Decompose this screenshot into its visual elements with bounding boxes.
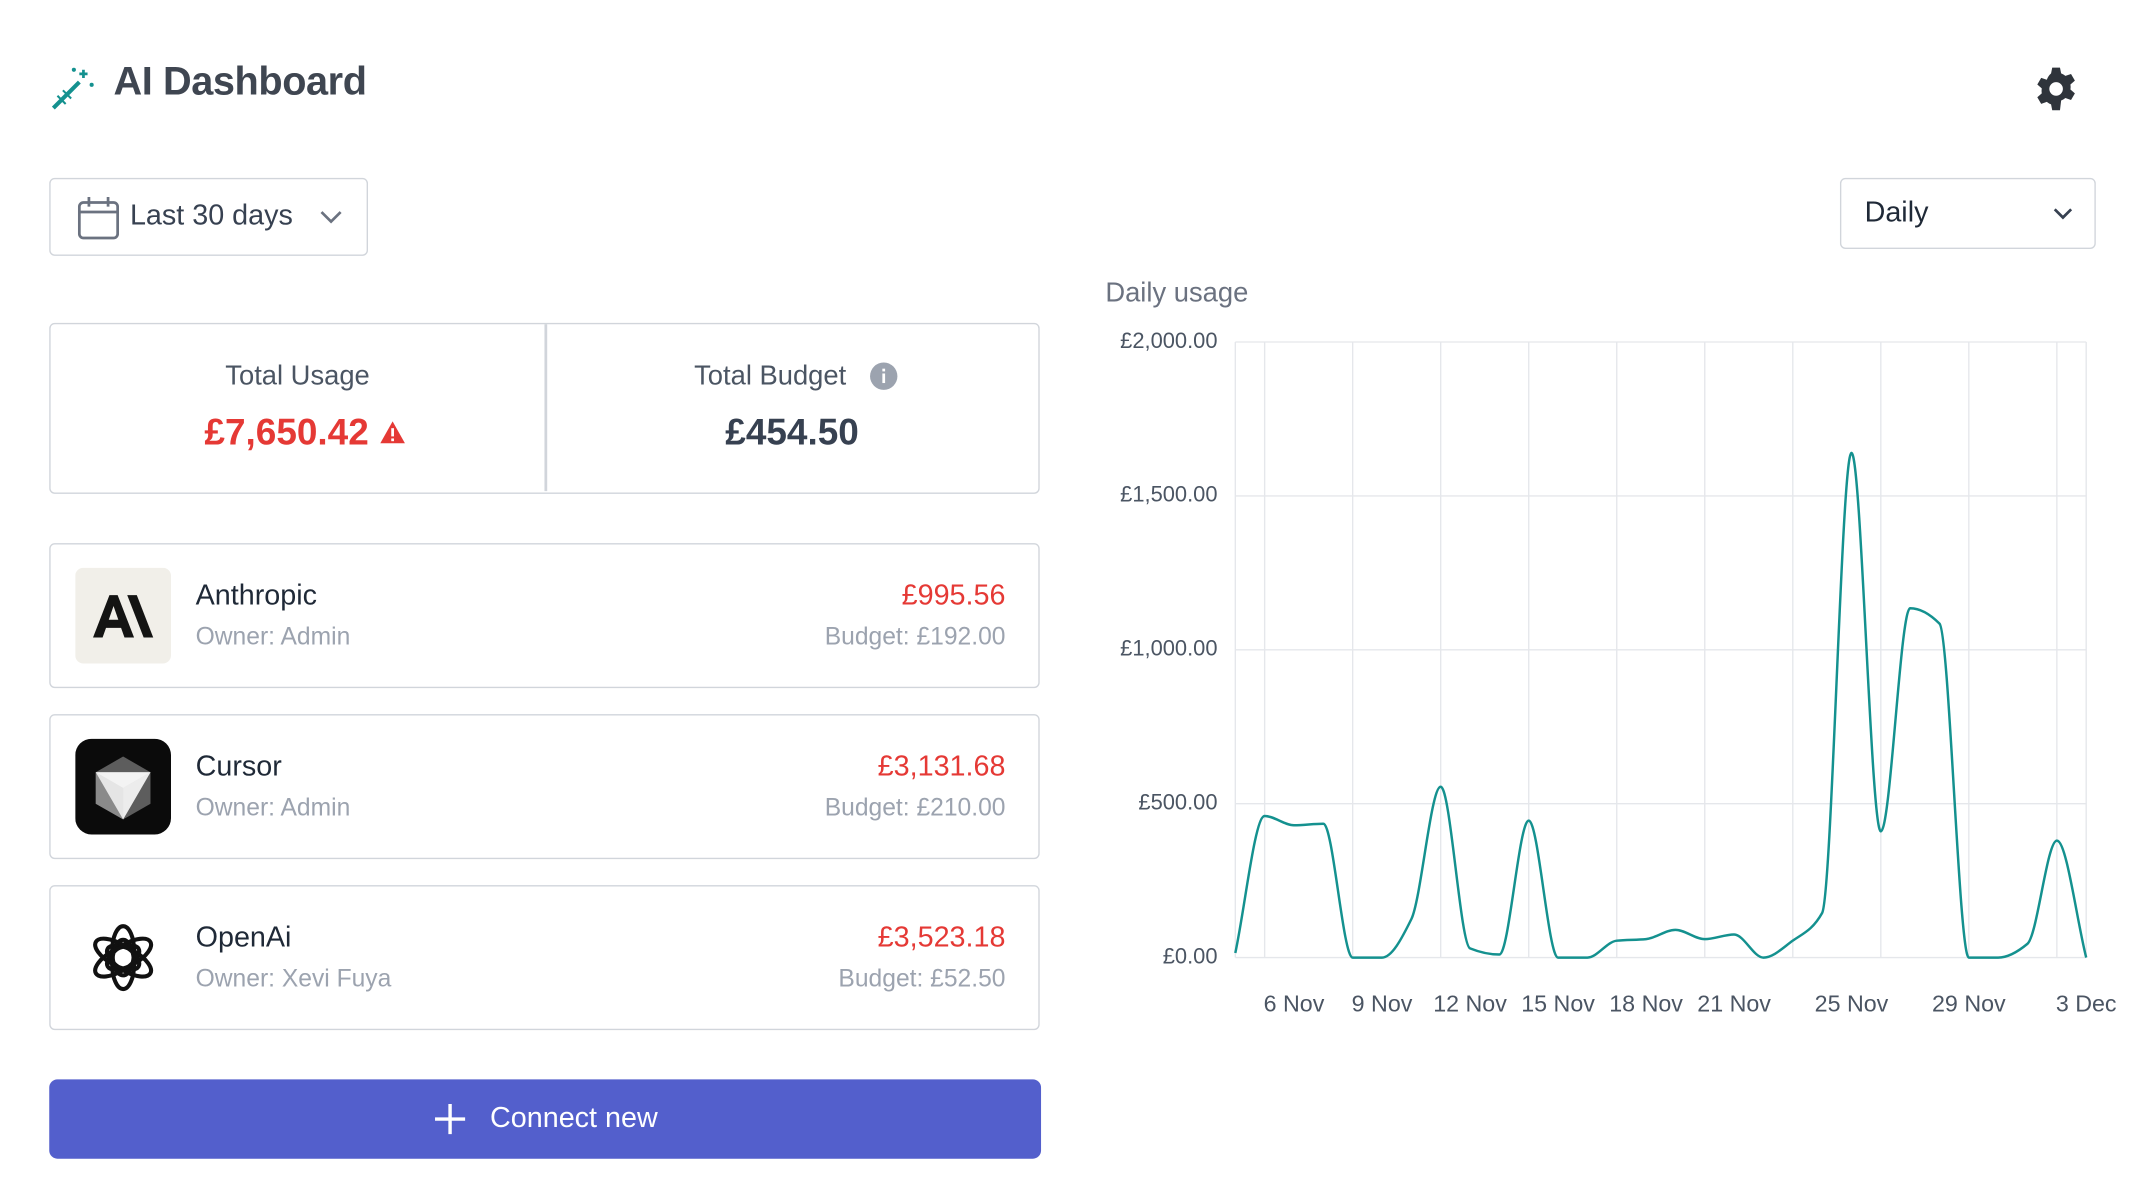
- provider-budget: Budget: £52.50: [838, 964, 1006, 992]
- provider-name: Cursor: [195, 751, 282, 783]
- openai-logo: [93, 924, 154, 992]
- x-tick-label: 21 Nov: [1697, 991, 1771, 1017]
- x-tick-label: 15 Nov: [1521, 991, 1595, 1017]
- x-tick-label: 25 Nov: [1815, 991, 1889, 1017]
- y-tick-label: £2,000.00: [1120, 328, 1217, 353]
- y-tick-label: £500.00: [1138, 789, 1217, 814]
- total-budget: Total Budget £454.50: [546, 324, 1038, 491]
- usage-line: [1234, 451, 2088, 959]
- date-range-dropdown[interactable]: Last 30 days: [49, 177, 368, 256]
- label: Total Budget: [694, 361, 847, 392]
- value: £7,650.42: [204, 411, 369, 453]
- info-icon[interactable]: [869, 361, 899, 391]
- date-range-text: Last 30 days: [129, 199, 293, 232]
- warning-icon: [380, 421, 405, 444]
- provider-name: OpenAi: [195, 922, 292, 954]
- y-tick-label: £0.00: [1163, 943, 1218, 968]
- divider: [544, 324, 547, 492]
- chevron: [320, 211, 342, 224]
- provider-budget: Budget: £192.00: [824, 622, 1006, 650]
- x-tick-label: 3 Dec: [2056, 991, 2117, 1017]
- wand-icon: [51, 67, 94, 110]
- y-tick-label: £1,000.00: [1120, 636, 1217, 661]
- x-tick-label: 6 Nov: [1264, 991, 1325, 1017]
- provider-owner: Owner: Xevi Fuya: [195, 964, 392, 992]
- provider-card[interactable]: OpenAi Owner: Xevi Fuya £3,523.18 Budget…: [49, 885, 1040, 1031]
- granularity-text: Daily: [1864, 196, 1929, 229]
- provider-owner: Owner: Admin: [195, 793, 351, 821]
- provider-card[interactable]: Cursor Owner: Admin £3,131.68 Budget: £2…: [49, 714, 1040, 860]
- calendar-icon: [77, 196, 120, 240]
- x-tick-label: 12 Nov: [1433, 991, 1507, 1017]
- provider-name: Anthropic: [195, 580, 317, 612]
- x-tick-label: 18 Nov: [1609, 991, 1683, 1017]
- provider-card[interactable]: Anthropic Owner: Admin £995.56 Budget: £…: [49, 543, 1040, 689]
- total-usage: Total Usage £7,650.42: [51, 324, 545, 491]
- plus-icon: [435, 1103, 466, 1135]
- value: £454.50: [725, 411, 859, 453]
- chart-title: Daily usage: [1105, 276, 1248, 307]
- provider-usage: £3,131.68: [877, 751, 1006, 783]
- chevron: [2053, 208, 2073, 220]
- x-tick-label: 9 Nov: [1352, 991, 1413, 1017]
- provider-budget: Budget: £210.00: [824, 793, 1006, 821]
- provider-usage: £995.56: [901, 580, 1006, 612]
- cursor-logo: [75, 738, 171, 835]
- label: Total Usage: [225, 361, 370, 392]
- connect-new-button[interactable]: Connect new: [49, 1079, 1042, 1159]
- granularity-select[interactable]: Daily: [1839, 177, 2096, 249]
- provider-usage: £3,523.18: [877, 922, 1006, 954]
- x-tick-label: 29 Nov: [1932, 991, 2006, 1017]
- provider-owner: Owner: Admin: [195, 622, 351, 650]
- anthropic-logo: [75, 567, 171, 664]
- y-tick-label: £1,500.00: [1120, 482, 1217, 507]
- summary-card: Total Usage £7,650.42 Total Budget £454.…: [49, 322, 1040, 494]
- app-title: AI Dashboard: [113, 60, 367, 104]
- button-label: Connect new: [490, 1102, 658, 1135]
- usage-chart: Daily usage £0.00 £500.00 £1,000.00 £1,500.…: [1105, 276, 2117, 1017]
- settings-button[interactable]: [2033, 66, 2080, 113]
